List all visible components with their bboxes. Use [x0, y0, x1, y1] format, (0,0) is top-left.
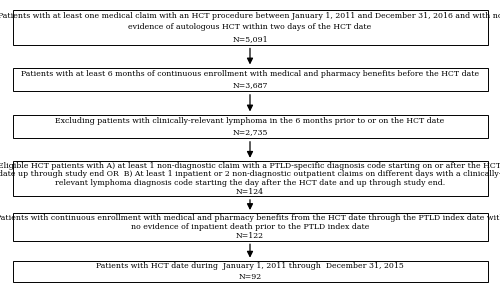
Text: Eligible HCT patients with A) at least 1 non-diagnostic claim with a PTLD-specif: Eligible HCT patients with A) at least 1… [0, 162, 500, 170]
Text: N=92: N=92 [238, 273, 262, 281]
Text: no evidence of inpatient death prior to the PTLD index date: no evidence of inpatient death prior to … [131, 223, 369, 231]
Text: Patients with at least 6 months of continuous enrollment with medical and pharma: Patients with at least 6 months of conti… [21, 70, 479, 78]
Text: Patients with HCT date during  January 1, 2011 through  December 31, 2015: Patients with HCT date during January 1,… [96, 262, 404, 270]
FancyBboxPatch shape [12, 10, 488, 45]
FancyBboxPatch shape [12, 161, 488, 196]
Text: N=2,735: N=2,735 [232, 129, 268, 137]
FancyBboxPatch shape [12, 261, 488, 282]
Text: N=124: N=124 [236, 188, 264, 196]
Text: N=122: N=122 [236, 232, 264, 240]
Text: Excluding patients with clinically-relevant lymphoma in the 6 months prior to or: Excluding patients with clinically-relev… [56, 117, 444, 125]
FancyBboxPatch shape [12, 115, 488, 138]
FancyBboxPatch shape [12, 213, 488, 241]
Text: evidence of autologous HCT within two days of the HCT date: evidence of autologous HCT within two da… [128, 23, 372, 31]
FancyBboxPatch shape [12, 68, 488, 91]
Text: N=3,687: N=3,687 [232, 81, 268, 89]
Text: date up through study end OR  B) At least 1 inpatient or 2 non-diagnostic outpat: date up through study end OR B) At least… [0, 171, 500, 178]
Text: N=5,091: N=5,091 [232, 35, 268, 43]
Text: Patients with continuous enrollment with medical and pharmacy benefits from the : Patients with continuous enrollment with… [0, 214, 500, 222]
Text: relevant lymphoma diagnosis code starting the day after the HCT date and up thro: relevant lymphoma diagnosis code startin… [55, 179, 445, 187]
Text: Patients with at least one medical claim with an HCT procedure between January 1: Patients with at least one medical claim… [0, 12, 500, 20]
